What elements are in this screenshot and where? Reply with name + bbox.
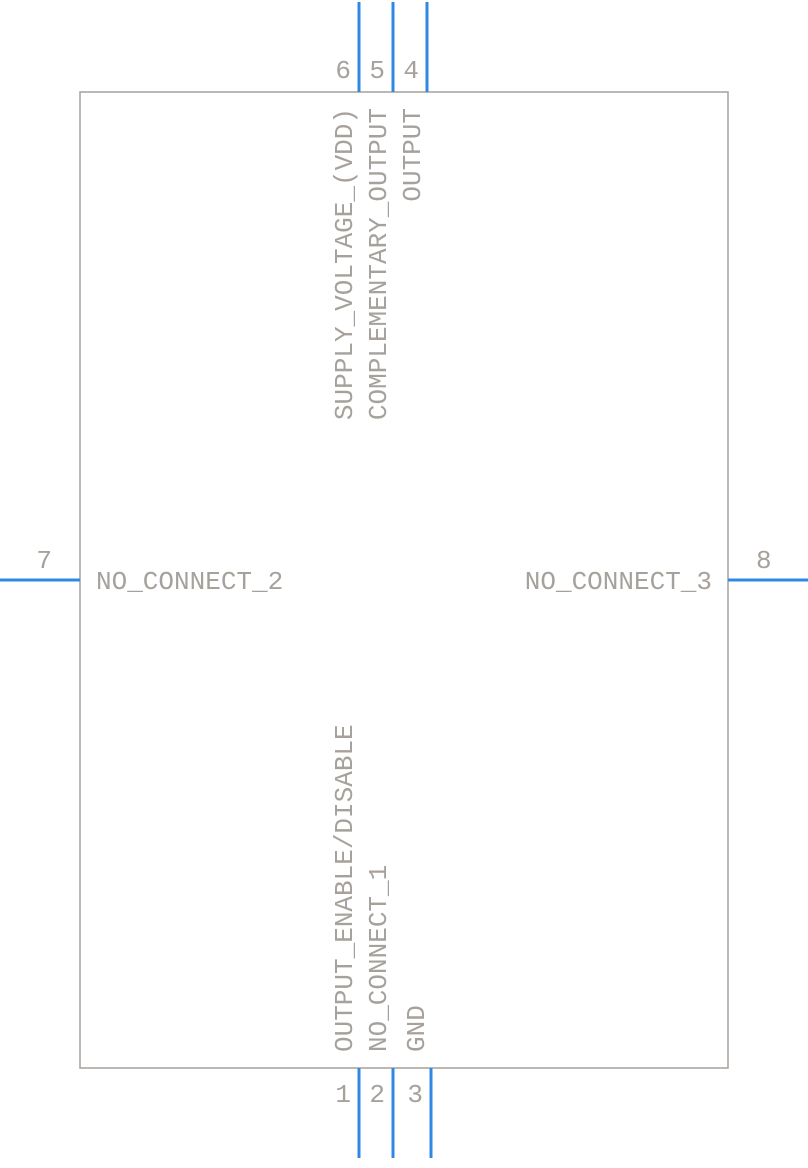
pin-8-label: NO_CONNECT_3 bbox=[525, 567, 712, 597]
pin-6-label: SUPPLY_VOLTAGE_(VDD) bbox=[330, 108, 360, 420]
pin-3-label: GND bbox=[402, 1005, 432, 1052]
schematic-symbol: 6 SUPPLY_VOLTAGE_(VDD) 5 COMPLEMENTARY_OUTP… bbox=[0, 0, 808, 1168]
pin-1-label: OUTPUT_ENABLE/DISABLE bbox=[330, 724, 360, 1052]
pin-5-label: COMPLEMENTARY_OUTPUT bbox=[364, 108, 394, 420]
pin-4-label: OUTPUT bbox=[398, 108, 428, 202]
pin-6-number: 6 bbox=[335, 56, 351, 86]
pin-8-number: 8 bbox=[756, 546, 772, 576]
pin-5-number: 5 bbox=[369, 56, 385, 86]
pin-3-number: 3 bbox=[407, 1080, 423, 1110]
pin-4-number: 4 bbox=[403, 56, 419, 86]
pin-1-number: 1 bbox=[335, 1080, 351, 1110]
pin-7-label: NO_CONNECT_2 bbox=[96, 567, 283, 597]
pin-2-label: NO_CONNECT_1 bbox=[364, 865, 394, 1052]
pin-7-number: 7 bbox=[36, 546, 52, 576]
pin-2-number: 2 bbox=[369, 1080, 385, 1110]
